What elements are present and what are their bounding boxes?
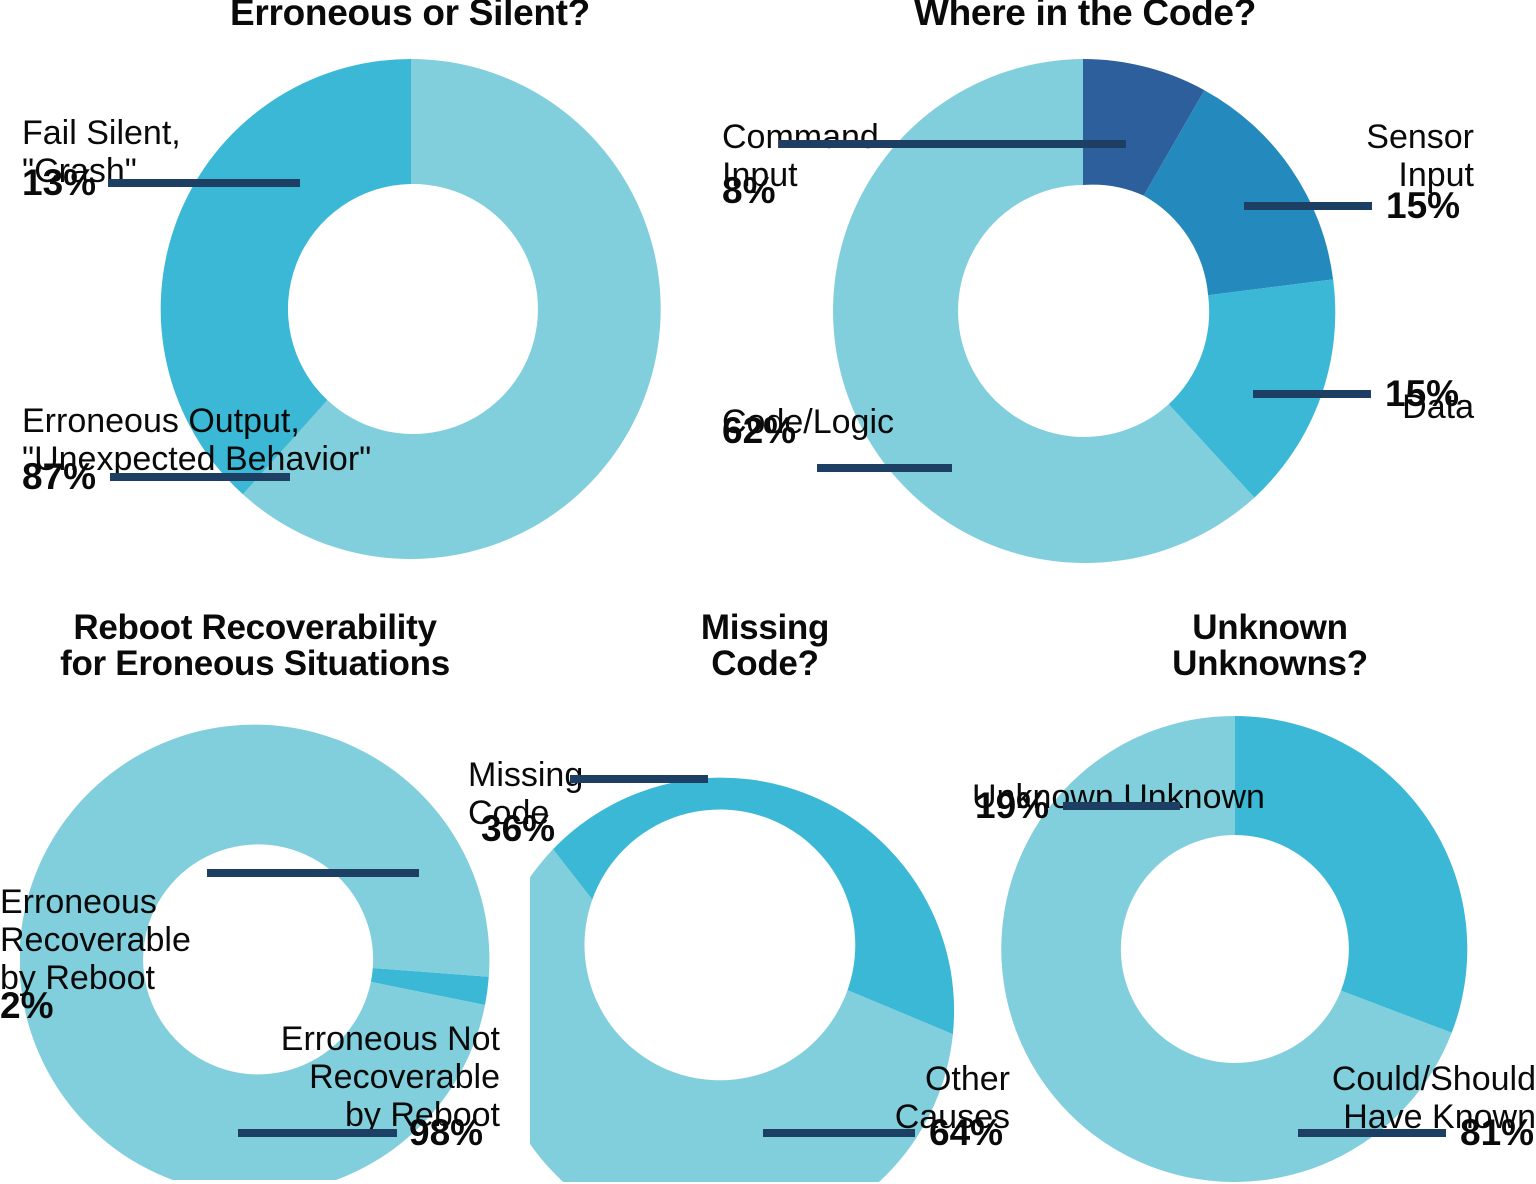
callout-value-could-should-have-known: 81%: [1460, 1112, 1535, 1153]
callout-label-command-input: Command Input: [722, 80, 962, 194]
donut-where-in-the-code: [833, 59, 1336, 563]
callout-value-command-input: 8%: [722, 170, 776, 211]
leader-line-erroneous-output: [110, 473, 291, 481]
callout-value-data: 15%: [1385, 373, 1460, 414]
chart-title-reboot-recoverability: Reboot Recoverability for Eroneous Situa…: [60, 608, 450, 684]
callout-value-erroneous-recoverable: 2%: [0, 985, 54, 1026]
callout-value-erroneous-recoverable-row: 2%: [0, 985, 53, 1027]
callout-label-could-should-have-known: Could/Should Have Known: [1215, 1022, 1536, 1136]
leader-line-erroneous-recoverable: [207, 869, 419, 877]
callout-value-sensor-input-row: 15%: [1244, 185, 1460, 227]
callout-name-command-input: Command Input: [722, 118, 879, 195]
leader-line-sensor-input: [1244, 202, 1372, 210]
callout-label-erroneous-not-recoverable: Erroneous Not Recoverable by Reboot: [220, 982, 500, 1134]
callout-value-missing-code-row: 36%: [481, 808, 555, 850]
callout-label-unknown-unknown: Unknown Unknown: [972, 740, 1312, 816]
callout-name-missing-code: Missing Code: [468, 756, 584, 833]
callout-name-unknown-unknown: Unknown Unknown: [972, 778, 1265, 817]
callout-name-data: Data: [1402, 388, 1474, 427]
callout-value-code-logic: 62%: [722, 410, 797, 451]
callout-value-data-row: 15%: [1253, 373, 1459, 415]
leader-line-could-should-have-known: [1298, 1129, 1446, 1137]
leader-line-missing-code: [570, 775, 708, 783]
chart-title-missing-code: Missing Code?: [700, 608, 830, 684]
callout-value-erroneous-output-row: 87%: [22, 456, 362, 498]
callout-name-erroneous-output: Erroneous Output, "Unexpected Behavior": [22, 402, 372, 479]
callout-value-code-logic-row: 62%: [722, 410, 796, 452]
leader-line-fail-silent: [108, 179, 301, 187]
callout-value-missing-code: 36%: [481, 808, 556, 849]
callout-name-sensor-input: Sensor Input: [1366, 118, 1474, 195]
callout-name-other-causes: Other Causes: [894, 1060, 1010, 1137]
donut-erroneous-or-silent: [160, 58, 661, 559]
callout-name-erroneous-recoverable: Erroneous Recoverable by Reboot: [0, 883, 191, 998]
donut-missing-code: [530, 777, 955, 1182]
callout-value-sensor-input: 15%: [1386, 185, 1461, 226]
chart-title-unknown-unknowns: Unknown Unknowns?: [1172, 608, 1368, 684]
leader-line-erroneous-not-recoverable: [238, 1129, 397, 1137]
leader-line-data: [1253, 390, 1371, 398]
callout-value-unknown-unknown: 19%: [975, 785, 1050, 826]
callout-value-erroneous-not-recoverable-row: 98%: [238, 1112, 483, 1154]
callout-value-fail-silent: 13%: [22, 162, 97, 203]
callout-value-erroneous-not-recoverable: 98%: [409, 1112, 484, 1153]
leader-line-code-logic: [817, 464, 952, 472]
callout-name-erroneous-not-recoverable: Erroneous Not Recoverable by Reboot: [280, 1020, 500, 1135]
callout-label-sensor-input: Sensor Input: [1286, 80, 1474, 194]
callout-value-erroneous-output: 87%: [22, 456, 97, 497]
callout-label-erroneous-output: Erroneous Output, "Unexpected Behavior": [22, 364, 442, 478]
leader-line-command-input: [779, 140, 1126, 148]
callout-value-unknown-unknown-row: 19%: [975, 785, 1181, 827]
donut-unknown-unknowns: [1001, 715, 1468, 1182]
leader-line-other-causes: [763, 1129, 915, 1137]
callout-name-code-logic: Code/Logic: [722, 403, 895, 442]
leader-line-unknown-unknown: [1063, 802, 1181, 810]
callout-label-data: Data: [1286, 350, 1474, 426]
callout-name-could-should-have-known: Could/Should Have Known: [1331, 1060, 1536, 1137]
callout-label-erroneous-recoverable: Erroneous Recoverable by Reboot: [0, 845, 230, 997]
callout-label-code-logic: Code/Logic: [722, 365, 942, 441]
callout-value-command-input-row: 8%: [722, 170, 775, 212]
donut-reboot-recoverability: [20, 724, 490, 1180]
callout-value-other-causes: 64%: [929, 1112, 1004, 1153]
callout-label-other-causes: Other Causes: [830, 1022, 1010, 1136]
chart-title-erroneous-or-silent: Erroneous or Silent?: [230, 0, 590, 33]
callout-value-fail-silent-row: 13%: [22, 162, 342, 204]
callout-value-could-should-have-known-row: 81%: [1298, 1112, 1534, 1154]
callout-value-other-causes-row: 64%: [763, 1112, 1003, 1154]
callout-label-missing-code: Missing Code: [468, 718, 588, 832]
chart-title-where-in-the-code: Where in the Code?: [914, 0, 1256, 33]
